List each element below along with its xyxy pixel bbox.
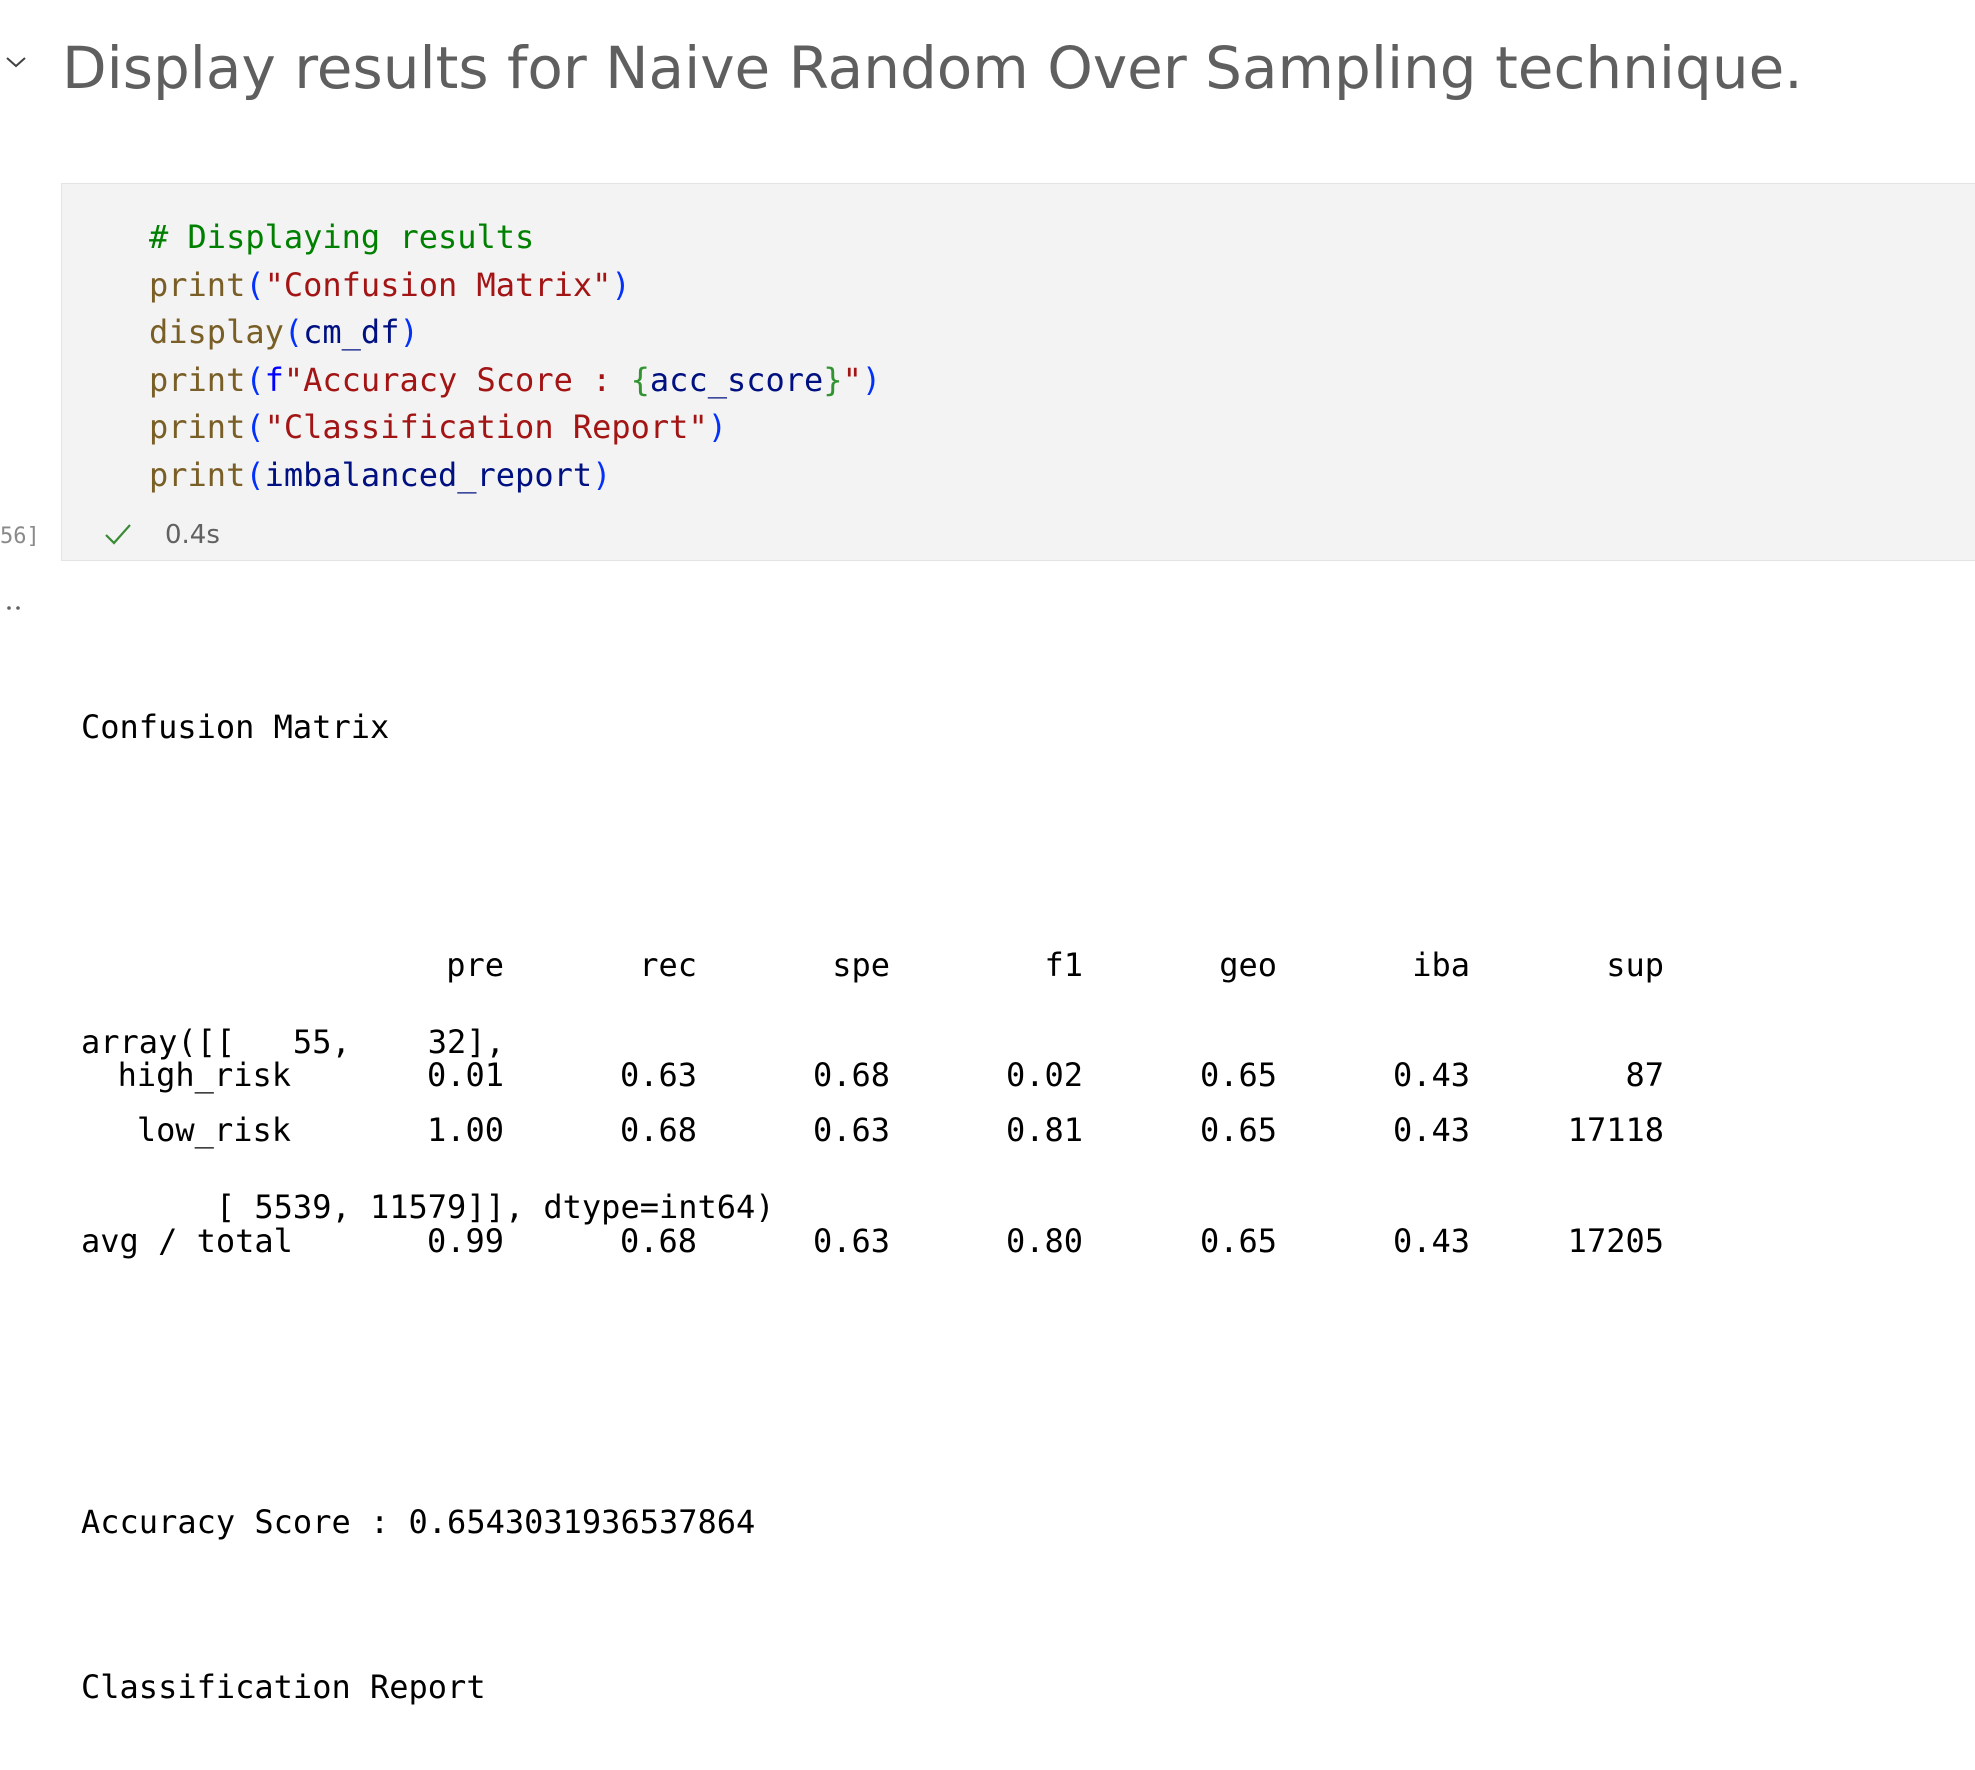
report-cell: 0.43 [1392, 1056, 1470, 1094]
report-row-label: avg / total [81, 1222, 293, 1260]
report-column-header: f1 [1044, 946, 1083, 984]
report-row: high_risk 0.01 0.63 0.68 0.02 0.65 0.43 87 [81, 1050, 1681, 1100]
code-token-string: "Accuracy Score : [283, 360, 631, 399]
code-line: display(cm_df) [149, 309, 881, 357]
report-column-header: sup [1606, 946, 1664, 984]
output-report-title: Classification Report [81, 1668, 486, 1706]
code-token-paren: ) [861, 360, 882, 399]
report-column-header: geo [1219, 946, 1277, 984]
code-token-paren: ) [707, 408, 727, 446]
report-cell: 0.01 [426, 1056, 504, 1094]
code-line: # Displaying results [149, 214, 881, 262]
report-cell: 0.02 [1005, 1056, 1083, 1094]
check-icon [102, 518, 134, 550]
report-row-label: high_risk [117, 1056, 291, 1094]
code-token-paren: ( [245, 360, 265, 399]
report-cell: 0.43 [1392, 1222, 1470, 1260]
report-cell: 0.43 [1392, 1111, 1470, 1149]
code-line: print("Confusion Matrix") [149, 262, 881, 310]
report-row-label: low_risk [136, 1111, 291, 1149]
code-token-var: imbalanced_report [264, 455, 593, 494]
report-cell: 0.65 [1199, 1056, 1277, 1094]
ellipsis-icon[interactable] [0, 590, 30, 626]
output-confusion-title: Confusion Matrix [81, 708, 390, 746]
code-token-func: print [149, 408, 246, 446]
report-row: low_risk 1.00 0.68 0.63 0.81 0.65 0.43 17118 [81, 1105, 1681, 1155]
report-cell: 0.63 [619, 1056, 697, 1094]
code-token-func: print [149, 265, 246, 304]
markdown-heading: Display results for Naive Random Over Sa… [62, 34, 1803, 102]
report-cell: 0.68 [619, 1111, 697, 1149]
code-token-string: "Confusion Matrix" [264, 265, 612, 304]
code-token-string: "Classification Report" [264, 408, 708, 446]
output-array-line: array([[ 55, 32], [81, 1023, 505, 1061]
code-token-paren: ) [399, 313, 419, 351]
code-token-paren: ( [283, 313, 304, 351]
report-cell: 0.68 [812, 1056, 890, 1094]
output-accuracy-score: Accuracy Score : 0.6543031936537864 [81, 1503, 756, 1541]
report-column-header: spe [832, 946, 890, 984]
report-total-row: avg / total 0.99 0.68 0.63 0.80 0.65 0.43 17205 [81, 1216, 1681, 1266]
report-cell: 0.65 [1199, 1111, 1277, 1149]
code-token-func: print [149, 455, 246, 494]
report-cell: 0.63 [812, 1222, 890, 1260]
report-cell: 17118 [1567, 1111, 1664, 1149]
report-cell: 1.00 [426, 1111, 504, 1149]
report-column-header: pre [446, 946, 504, 984]
execution-time: 0.4s [165, 520, 220, 550]
code-token-brace: } [823, 360, 843, 399]
execution-count: 56] [0, 524, 40, 549]
code-token-var: cm_df [303, 313, 400, 351]
report-column-header: iba [1412, 946, 1470, 984]
code-token-func: display [149, 313, 284, 351]
report-header-row: pre rec spe f1 geo iba sup [81, 940, 1681, 990]
cell-output: Confusion Matrix array([[ 55, 32], [ 553… [81, 590, 775, 1770]
report-cell: 17205 [1567, 1222, 1664, 1260]
code-token-paren: ( [245, 408, 265, 446]
code-line: print(imbalanced_report) [149, 452, 881, 500]
markdown-cell: Display results for Naive Random Over Sa… [0, 20, 1975, 110]
report-cell: 87 [1625, 1056, 1664, 1094]
report-cell: 0.68 [619, 1222, 697, 1260]
chevron-down-icon[interactable] [4, 50, 28, 74]
code-line: print(f"Accuracy Score : {acc_score}") [149, 357, 881, 405]
code-token-func: print [149, 360, 246, 399]
code-editor[interactable]: # Displaying results print("Confusion Mat… [149, 214, 881, 499]
report-column-header: rec [639, 946, 697, 984]
code-token-paren: ) [611, 265, 631, 304]
code-token-var: acc_score [649, 360, 824, 399]
output-array-line: [ 5539, 11579]], dtype=int64) [81, 1188, 775, 1226]
code-token-paren: ( [245, 265, 265, 304]
code-token-paren: ) [592, 455, 612, 494]
report-cell: 0.80 [1005, 1222, 1083, 1260]
code-token-fprefix: f [264, 360, 284, 399]
report-cell: 0.63 [812, 1111, 890, 1149]
code-cell[interactable]: # Displaying results print("Confusion Mat… [61, 183, 1975, 561]
report-cell: 0.99 [426, 1222, 504, 1260]
report-cell: 0.81 [1005, 1111, 1083, 1149]
code-token-comment: # Displaying results [149, 218, 535, 256]
code-token-brace: { [630, 360, 650, 399]
code-token-paren: ( [245, 455, 265, 494]
code-line: print("Classification Report") [149, 404, 881, 452]
code-token-string: " [842, 360, 862, 399]
report-cell: 0.65 [1199, 1222, 1277, 1260]
